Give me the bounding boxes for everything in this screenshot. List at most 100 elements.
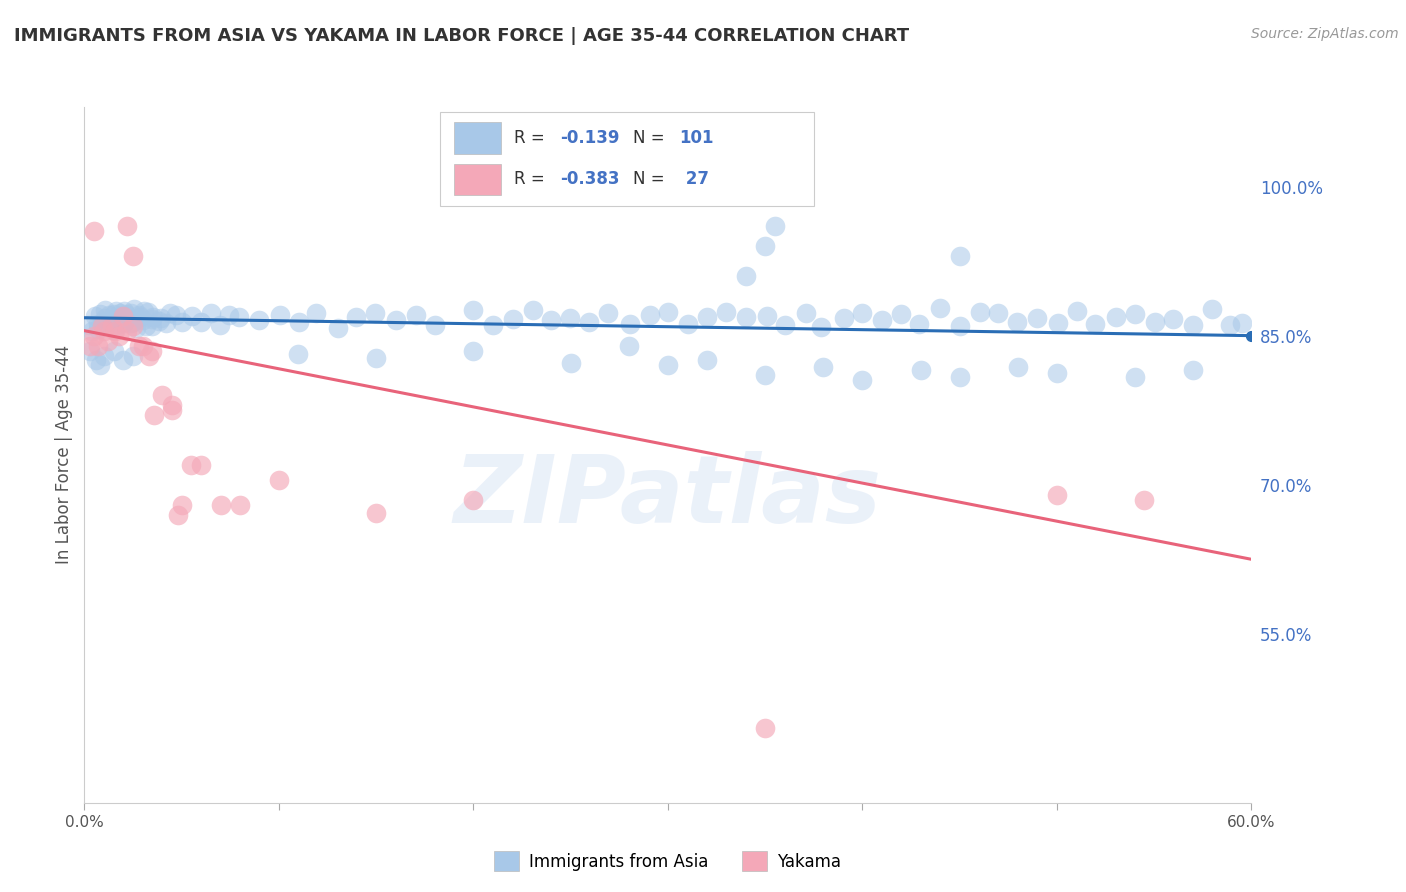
Point <box>190 458 212 472</box>
Point <box>112 316 135 330</box>
Point <box>269 308 291 322</box>
Point <box>114 307 136 321</box>
Point <box>141 311 163 326</box>
Point <box>155 316 177 330</box>
Point <box>115 324 138 338</box>
Point <box>122 349 145 363</box>
Text: R =: R = <box>513 129 550 147</box>
Point <box>79 343 101 358</box>
Point <box>110 306 132 320</box>
Y-axis label: In Labor Force | Age 35-44: In Labor Force | Age 35-44 <box>55 345 73 565</box>
Point <box>149 310 172 325</box>
Point <box>103 322 125 336</box>
Point <box>463 492 485 507</box>
Point <box>89 308 111 322</box>
Point <box>1181 363 1204 377</box>
Point <box>907 317 929 331</box>
Point <box>1066 304 1088 318</box>
Point <box>949 249 972 263</box>
Text: -0.383: -0.383 <box>561 170 620 188</box>
Text: R =: R = <box>513 170 550 188</box>
Point <box>122 302 145 317</box>
Point <box>890 307 912 321</box>
Point <box>481 318 503 332</box>
Point <box>754 368 776 383</box>
Point <box>104 303 127 318</box>
Point <box>247 313 270 327</box>
Point <box>617 338 640 352</box>
Point <box>1046 488 1069 502</box>
Point <box>97 334 120 348</box>
Point <box>165 308 187 322</box>
FancyBboxPatch shape <box>454 164 501 195</box>
Point <box>1046 367 1069 381</box>
Point <box>83 310 105 324</box>
Point <box>949 370 972 384</box>
Point <box>181 310 204 324</box>
Point <box>560 356 582 370</box>
Point <box>1230 316 1253 330</box>
Text: Source: ZipAtlas.com: Source: ZipAtlas.com <box>1251 27 1399 41</box>
Point <box>1161 311 1184 326</box>
Point <box>461 303 484 318</box>
Text: 27: 27 <box>679 170 709 188</box>
Text: 101: 101 <box>679 129 714 147</box>
Point <box>166 508 188 522</box>
Point <box>83 328 105 343</box>
Point <box>136 305 159 319</box>
Point <box>132 338 155 352</box>
Point <box>108 317 131 331</box>
Point <box>344 310 367 324</box>
Point <box>734 268 756 283</box>
Point <box>696 310 718 324</box>
Point <box>160 398 183 412</box>
Point <box>1007 360 1029 375</box>
Point <box>97 313 120 327</box>
Point <box>1046 316 1069 330</box>
Point <box>93 318 115 333</box>
Point <box>910 363 932 377</box>
Point <box>949 319 972 334</box>
Point <box>1005 315 1028 329</box>
Point <box>228 310 250 324</box>
Point <box>84 353 107 368</box>
Point <box>287 346 309 360</box>
Point <box>851 306 873 320</box>
Point <box>385 313 408 327</box>
Point <box>77 318 100 333</box>
Point <box>763 219 786 234</box>
Point <box>305 306 328 320</box>
Point <box>120 306 142 320</box>
Point <box>200 306 222 320</box>
Point <box>463 343 485 358</box>
Point <box>1219 318 1241 333</box>
Point <box>160 403 183 417</box>
Point <box>832 310 855 325</box>
Point <box>122 315 145 329</box>
Point <box>112 353 135 368</box>
Point <box>86 317 108 331</box>
Point <box>870 313 893 327</box>
Point <box>714 305 737 319</box>
Point <box>112 304 135 318</box>
Point <box>190 315 212 329</box>
Point <box>103 307 125 321</box>
Point <box>364 306 387 320</box>
Point <box>1201 302 1223 317</box>
Point <box>103 343 125 358</box>
Point <box>87 338 110 352</box>
Legend: Immigrants from Asia, Yakama: Immigrants from Asia, Yakama <box>488 845 848 878</box>
Text: N =: N = <box>633 170 669 188</box>
Point <box>1025 310 1047 325</box>
Point <box>1133 492 1156 507</box>
Point <box>94 303 117 318</box>
Point <box>502 312 524 326</box>
Point <box>287 315 309 329</box>
Point <box>128 308 150 322</box>
Point <box>150 388 173 402</box>
Point <box>755 310 778 324</box>
Point <box>98 309 121 323</box>
Point <box>540 313 562 327</box>
Point <box>1084 318 1107 332</box>
Point <box>108 328 131 343</box>
